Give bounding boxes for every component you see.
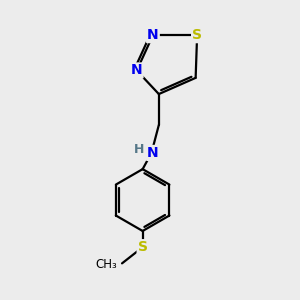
Text: CH₃: CH₃ [96,258,118,271]
Text: N: N [147,146,159,160]
Text: S: S [138,240,148,254]
Text: S: S [192,28,202,42]
Text: H: H [134,143,144,156]
Text: N: N [131,64,142,77]
Text: N: N [147,28,159,42]
